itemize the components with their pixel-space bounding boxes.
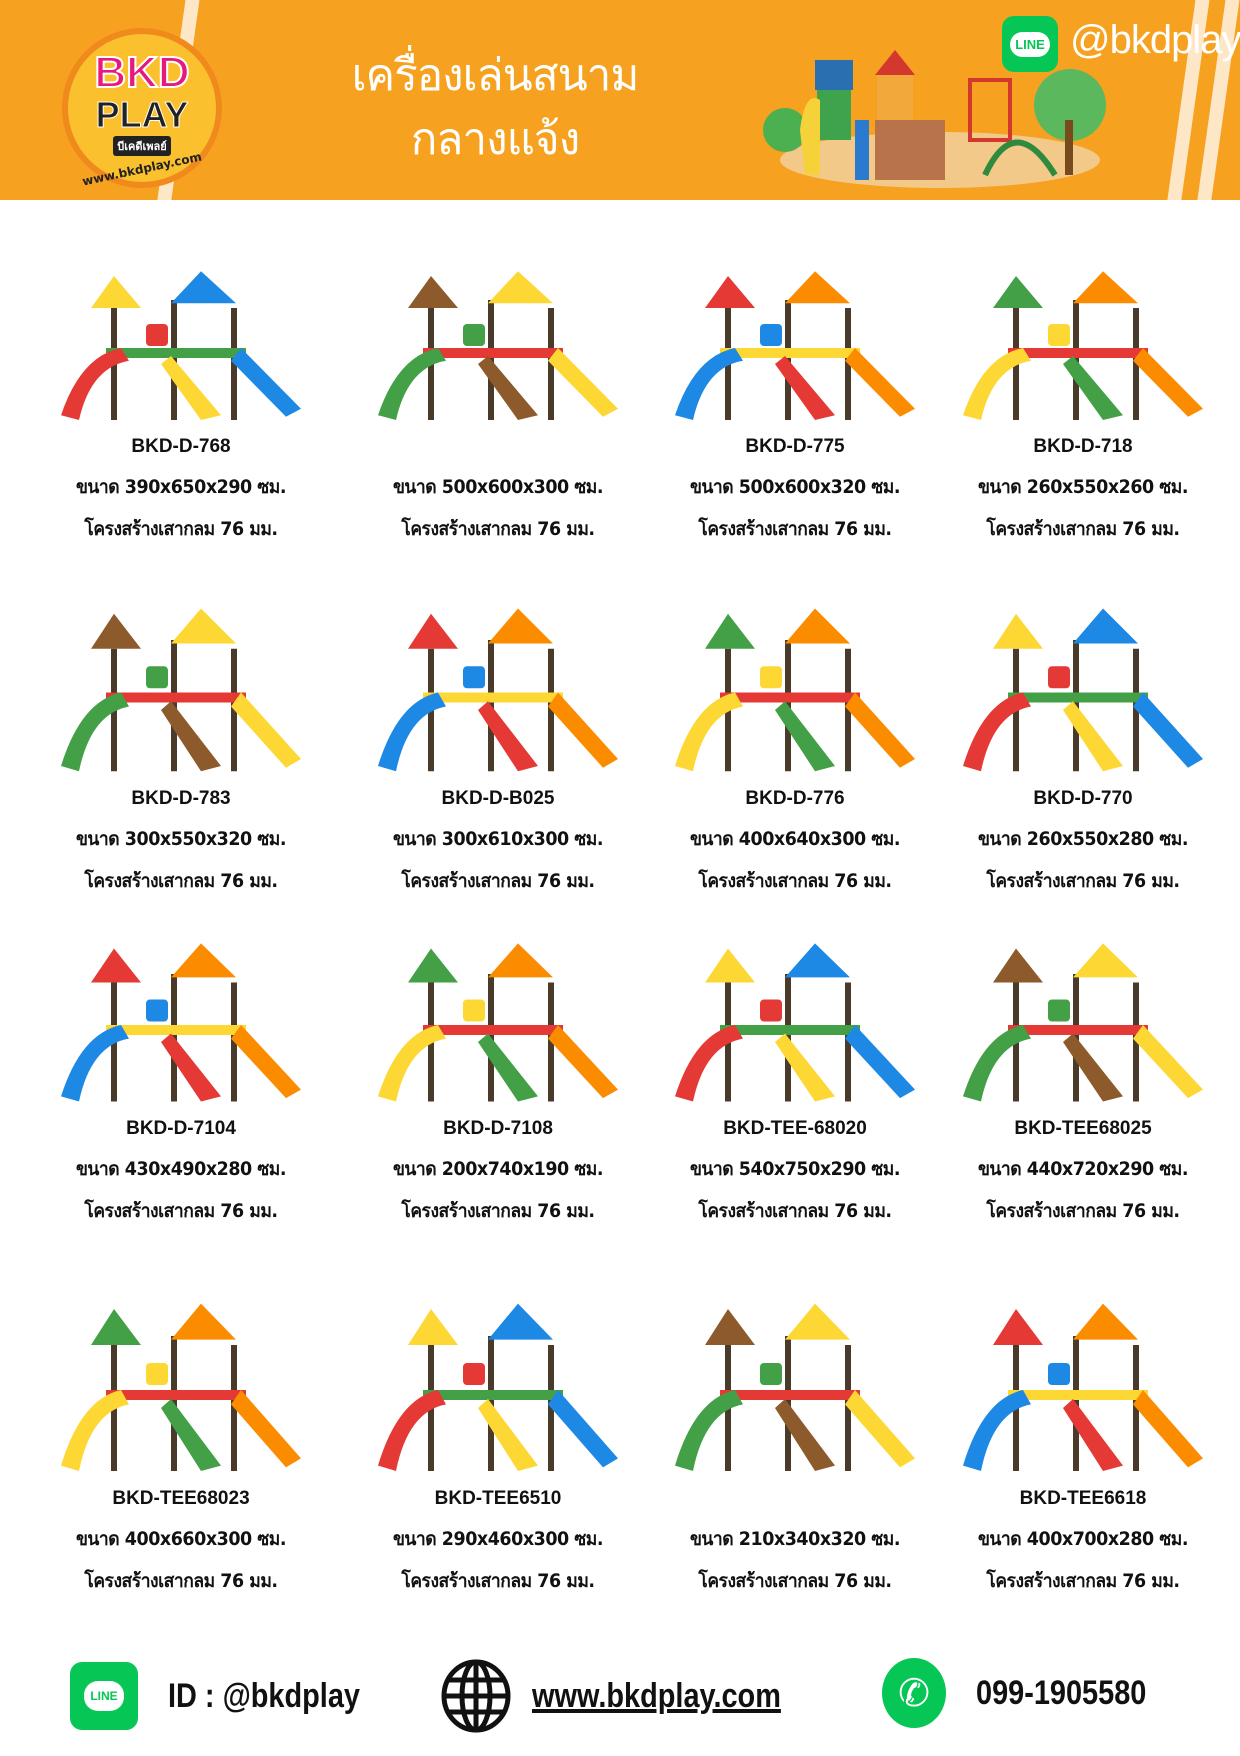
product-card[interactable]: BKD-D-718 ขนาด 260x550x260 ซม. โครงสร้าง…: [938, 268, 1228, 544]
product-size: ขนาด 260x550x280 ซม.: [977, 828, 1189, 850]
product-size: ขนาด 400x700x280 ซม.: [977, 1528, 1189, 1550]
product-image: [963, 1303, 1203, 1471]
product-image: [61, 943, 301, 1102]
phone-icon: ✆: [882, 1658, 946, 1728]
header-banner: BKD PLAY บีเคดีเพลย์ www.bkdplay.com เคร…: [0, 0, 1240, 200]
product-size: ขนาด 300x550x320 ซม.: [75, 828, 287, 850]
product-card[interactable]: ขนาด 500x600x300 ซม. โครงสร้างเสากลม 76 …: [353, 268, 643, 544]
product-image: [963, 943, 1203, 1102]
product-name: BKD-D-718: [1033, 436, 1133, 457]
product-card[interactable]: BKD-D-7108 ขนาด 200x740x190 ซม. โครงสร้า…: [353, 940, 643, 1226]
product-structure: โครงสร้างเสากลม 76 มม.: [401, 1570, 595, 1592]
product-size: ขนาด 210x340x320 ซม.: [689, 1528, 901, 1550]
product-structure: โครงสร้างเสากลม 76 มม.: [401, 870, 595, 892]
product-card[interactable]: BKD-TEE68023 ขนาด 400x660x300 ซม. โครงสร…: [36, 1300, 326, 1596]
product-name: BKD-D-7108: [443, 1118, 553, 1139]
product-name: BKD-D-B025: [441, 788, 555, 809]
product-card[interactable]: BKD-D-783 ขนาด 300x550x320 ซม. โครงสร้าง…: [36, 605, 326, 896]
product-structure: โครงสร้างเสากลม 76 มม.: [401, 518, 595, 540]
product-size: ขนาด 400x640x300 ซม.: [689, 828, 901, 850]
footer-website[interactable]: www.bkdplay.com: [440, 1658, 825, 1734]
product-name: BKD-D-776: [745, 788, 845, 809]
product-name: BKD-TEE-68020: [723, 1118, 867, 1139]
title-line-2: กลางแจ้ง: [410, 114, 580, 165]
product-image: [675, 608, 915, 772]
product-structure: โครงสร้างเสากลม 76 มม.: [84, 1200, 278, 1222]
product-size: ขนาด 200x740x190 ซม.: [392, 1158, 604, 1180]
line-id: ID : @bkdplay: [168, 1676, 360, 1715]
bkd-play-logo: BKD PLAY บีเคดีเพลย์ www.bkdplay.com: [62, 28, 222, 189]
product-image: [963, 271, 1203, 420]
globe-icon: [441, 1659, 511, 1733]
website-link[interactable]: www.bkdplay.com: [532, 1676, 781, 1715]
product-structure: โครงสร้างเสากลม 76 มม.: [698, 1570, 892, 1592]
product-card[interactable]: BKD-TEE6510 ขนาด 290x460x300 ซม. โครงสร้…: [353, 1300, 643, 1596]
product-structure: โครงสร้างเสากลม 76 มม.: [986, 518, 1180, 540]
product-size: ขนาด 260x550x260 ซม.: [977, 476, 1189, 498]
product-name: BKD-TEE6510: [434, 1488, 562, 1509]
product-image: [675, 943, 915, 1102]
product-card[interactable]: BKD-D-768 ขนาด 390x650x290 ซม. โครงสร้าง…: [36, 268, 326, 544]
product-image: [675, 1303, 915, 1471]
product-name: BKD-D-7104: [126, 1118, 236, 1139]
footer-contacts: LINE ID : @bkdplay www.bkdplay.com ✆ 099…: [0, 1658, 1240, 1738]
line-icon: LINE: [70, 1662, 138, 1730]
product-structure: โครงสร้างเสากลม 76 มม.: [84, 1570, 278, 1592]
product-name: BKD-TEE68025: [1014, 1118, 1152, 1139]
product-name: BKD-D-783: [131, 788, 231, 809]
product-size: ขนาด 290x460x300 ซม.: [392, 1528, 604, 1550]
product-size: ขนาด 400x660x300 ซม.: [75, 1528, 287, 1550]
product-name: BKD-D-775: [745, 436, 845, 457]
title-line-1: เครื่องเล่นสนาม: [351, 50, 640, 101]
product-image: [675, 271, 915, 420]
product-size: ขนาด 300x610x300 ซม.: [392, 828, 604, 850]
product-card[interactable]: BKD-D-776 ขนาด 400x640x300 ซม. โครงสร้าง…: [650, 605, 940, 896]
line-handle[interactable]: @bkdplay: [1070, 18, 1240, 62]
product-image: [378, 1303, 618, 1471]
product-name: BKD-D-768: [131, 436, 231, 457]
line-icon: LINE: [1002, 16, 1058, 72]
product-card[interactable]: BKD-D-770 ขนาด 260x550x280 ซม. โครงสร้าง…: [938, 605, 1228, 896]
footer-phone[interactable]: ✆ 099-1905580: [882, 1658, 1176, 1728]
product-card[interactable]: BKD-TEE68025 ขนาด 440x720x290 ซม. โครงสร…: [938, 940, 1228, 1226]
product-structure: โครงสร้างเสากลม 76 มม.: [698, 518, 892, 540]
product-structure: โครงสร้างเสากลม 76 มม.: [698, 1200, 892, 1222]
product-image: [378, 608, 618, 772]
product-name: [353, 436, 643, 460]
product-name: BKD-D-770: [1033, 788, 1133, 809]
product-structure: โครงสร้างเสากลม 76 มม.: [84, 870, 278, 892]
product-image: [61, 1303, 301, 1471]
page-title: เครื่องเล่นสนาม กลางแจ้ง: [330, 44, 660, 172]
product-size: ขนาด 440x720x290 ซม.: [977, 1158, 1189, 1180]
product-card[interactable]: BKD-D-7104 ขนาด 430x490x280 ซม. โครงสร้า…: [36, 940, 326, 1226]
product-structure: โครงสร้างเสากลม 76 มม.: [401, 1200, 595, 1222]
product-size: ขนาด 430x490x280 ซม.: [75, 1158, 287, 1180]
product-card[interactable]: ขนาด 210x340x320 ซม. โครงสร้างเสากลม 76 …: [650, 1300, 940, 1596]
product-card[interactable]: BKD-D-B025 ขนาด 300x610x300 ซม. โครงสร้า…: [353, 605, 643, 896]
product-name: BKD-TEE68023: [112, 1488, 250, 1509]
product-structure: โครงสร้างเสากลม 76 มม.: [986, 1570, 1180, 1592]
product-structure: โครงสร้างเสากลม 76 มม.: [986, 870, 1180, 892]
product-structure: โครงสร้างเสากลม 76 มม.: [986, 1200, 1180, 1222]
product-size: ขนาด 500x600x320 ซม.: [689, 476, 901, 498]
product-card[interactable]: BKD-TEE6618 ขนาด 400x700x280 ซม. โครงสร้…: [938, 1300, 1228, 1596]
product-card[interactable]: BKD-TEE-68020 ขนาด 540x750x290 ซม. โครงส…: [650, 940, 940, 1226]
product-image: [61, 608, 301, 772]
product-name: [650, 1488, 940, 1512]
product-image: [963, 608, 1203, 772]
product-size: ขนาด 500x600x300 ซม.: [392, 476, 604, 498]
product-structure: โครงสร้างเสากลม 76 มม.: [84, 518, 278, 540]
product-image: [61, 271, 301, 420]
product-size: ขนาด 540x750x290 ซม.: [689, 1158, 901, 1180]
product-structure: โครงสร้างเสากลม 76 มม.: [698, 870, 892, 892]
product-image: [378, 271, 618, 420]
product-image: [378, 943, 618, 1102]
product-size: ขนาด 390x650x290 ซม.: [75, 476, 287, 498]
product-card[interactable]: BKD-D-775 ขนาด 500x600x320 ซม. โครงสร้าง…: [650, 268, 940, 544]
playground-illustration: [763, 50, 1106, 188]
phone-number: 099-1905580: [976, 1673, 1147, 1712]
footer-line[interactable]: LINE ID : @bkdplay: [70, 1662, 394, 1730]
product-name: BKD-TEE6618: [1019, 1488, 1147, 1509]
